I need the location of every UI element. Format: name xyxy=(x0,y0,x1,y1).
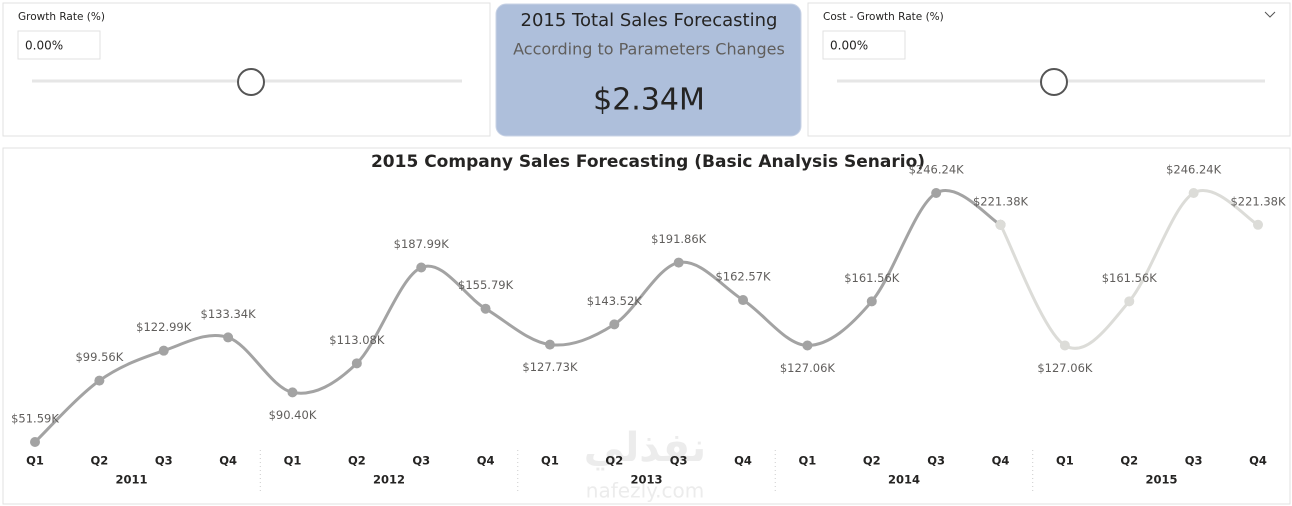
card-value: $2.34M xyxy=(593,83,705,118)
data-label: $246.24K xyxy=(1166,163,1222,177)
x-tick-label: Q1 xyxy=(799,454,817,468)
slicer-input[interactable] xyxy=(822,30,906,60)
plot: Q1 Q2 Q3 Q4 Q1 Q2 Q3 Q4 Q1 Q2 Q3 Q4 Q1 Q2 Q3 Q4 Q1 Q2 Q3 Q4… xyxy=(11,163,1286,492)
data-label: $161.56K xyxy=(844,271,900,285)
x-tick-label: Q3 xyxy=(412,454,430,468)
data-label: $127.06K xyxy=(780,361,836,375)
x-tick-label: Q3 xyxy=(1185,454,1203,468)
x-tick-label: Q2 xyxy=(863,454,881,468)
watermark: نفذلي xyxy=(584,425,706,471)
slicer-input-text: 0.00% xyxy=(830,39,868,53)
data-label: $90.40K xyxy=(269,408,317,422)
data-point xyxy=(94,375,105,386)
data-point xyxy=(30,437,40,447)
data-label: $143.52K xyxy=(587,294,643,308)
data-point xyxy=(931,188,942,198)
data-point xyxy=(158,345,169,356)
chart-title: 2015 Company Sales Forecasting (Basic An… xyxy=(371,152,925,172)
data-label: $51.59K xyxy=(11,412,59,426)
data-point xyxy=(416,262,427,273)
chart-panel xyxy=(2,147,1291,505)
x-tick-label: Q4 xyxy=(477,454,495,468)
x-tick-label: Q2 xyxy=(90,454,108,468)
data-point xyxy=(738,295,749,306)
data-point xyxy=(351,358,362,369)
x-tick-label: Q3 xyxy=(155,454,173,468)
data-point xyxy=(287,387,298,398)
data-label: $221.38K xyxy=(1230,194,1286,208)
data-point xyxy=(1124,296,1135,307)
data-point xyxy=(1059,340,1070,351)
data-label: $161.56K xyxy=(1102,271,1158,285)
slider-knob[interactable] xyxy=(1040,68,1068,96)
x-tick-label: Q4 xyxy=(734,454,752,468)
x-tick-label: Q3 xyxy=(670,454,688,468)
data-label: $246.24K xyxy=(909,163,965,177)
data-label: $127.06K xyxy=(1037,361,1093,375)
data-point xyxy=(223,332,234,343)
x-group-label: 2013 xyxy=(630,473,662,487)
x-tick-label: Q2 xyxy=(348,454,366,468)
x-group-label: 2011 xyxy=(116,473,148,487)
x-group-label: 2014 xyxy=(888,473,920,487)
data-label: $162.57K xyxy=(715,270,771,284)
dropdown-chevron[interactable] xyxy=(1264,11,1276,18)
x-tick-label: Q2 xyxy=(605,454,623,468)
x-tick-label: Q1 xyxy=(284,454,302,468)
x-tick-label: Q3 xyxy=(927,454,945,468)
data-point xyxy=(802,340,813,351)
x-tick-label: Q1 xyxy=(541,454,559,468)
data-point xyxy=(609,319,620,330)
x-tick-label: Q4 xyxy=(219,454,237,468)
data-point xyxy=(544,339,555,350)
x-tick-label: Q4 xyxy=(992,454,1010,468)
data-point xyxy=(673,257,684,268)
card-title: 2015 Total Sales Forecasting xyxy=(521,10,778,31)
data-label: $221.38K xyxy=(973,194,1029,208)
data-label: $127.73K xyxy=(522,360,578,374)
data-label: $187.99K xyxy=(394,237,450,251)
slicer-title: Cost - Growth Rate (%) xyxy=(823,11,944,23)
x-tick-label: Q4 xyxy=(1249,454,1267,468)
data-label: $191.86K xyxy=(651,232,707,246)
card-subtitle: According to Parameters Changes xyxy=(513,40,785,59)
data-label: $122.99K xyxy=(136,320,192,334)
series-line xyxy=(33,189,1002,444)
x-tick-label: Q1 xyxy=(26,454,44,468)
watermark: nafezly.com xyxy=(586,479,704,503)
x-group-label: 2012 xyxy=(373,473,405,487)
slicer-title: Growth Rate (%) xyxy=(18,11,105,23)
slicer-input[interactable] xyxy=(17,30,101,60)
data-label: $133.34K xyxy=(201,307,257,321)
data-point xyxy=(1253,219,1263,230)
x-group-label: 2015 xyxy=(1145,473,1177,487)
data-label: $155.79K xyxy=(458,278,514,292)
slider-knob[interactable] xyxy=(237,68,265,96)
data-point xyxy=(1188,188,1199,198)
data-point xyxy=(995,219,1006,230)
data-point xyxy=(866,296,877,307)
slicer-input-text: 0.00% xyxy=(25,39,63,53)
data-label: $113.08K xyxy=(329,333,385,347)
x-tick-label: Q1 xyxy=(1056,454,1074,468)
data-point xyxy=(480,303,491,314)
kpi-card xyxy=(495,3,802,137)
data-label: $99.56K xyxy=(75,350,123,364)
x-tick-label: Q2 xyxy=(1120,454,1138,468)
